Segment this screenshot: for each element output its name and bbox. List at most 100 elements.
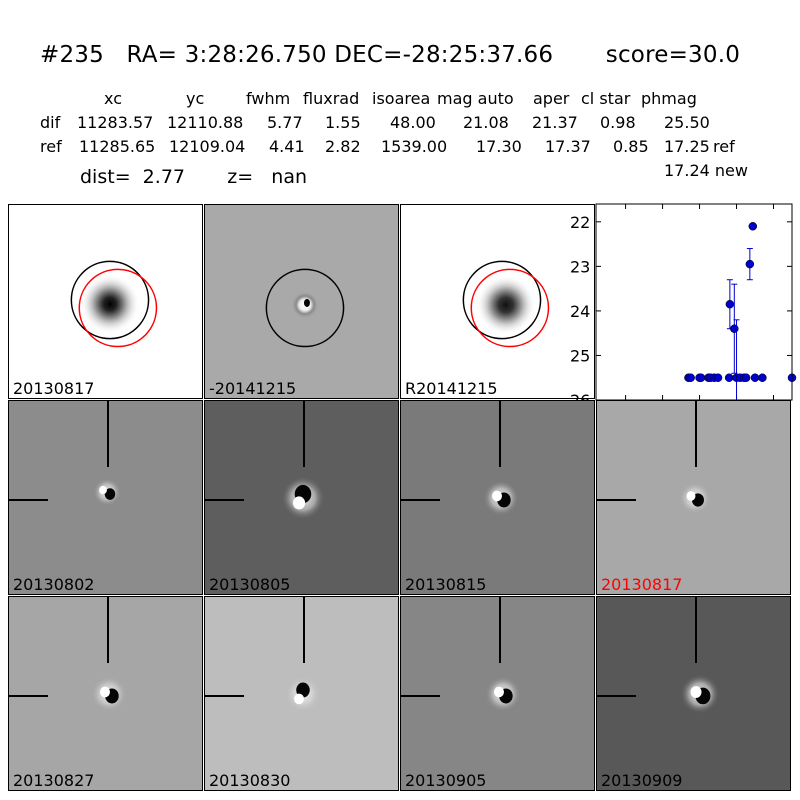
stamp-image (285, 676, 321, 712)
source-positive-lobe (492, 490, 502, 502)
y-tick-label: 25 (570, 346, 590, 365)
lightcurve-point (750, 373, 760, 382)
panel-label: 20130817 (13, 379, 95, 398)
lightcurve-point (745, 259, 755, 269)
epoch-stamp: 20130802 (8, 400, 203, 595)
crosshair-horizontal (401, 499, 440, 501)
stamp-image (485, 676, 521, 712)
stamp-date-label: 20130802 (13, 575, 95, 594)
ref-isoarea: 1539.00 (381, 137, 448, 156)
stamp-date-label: 20130905 (405, 771, 487, 790)
col-header-isoarea: isoarea (372, 89, 431, 108)
ref-mag-auto: 17.30 (476, 137, 522, 156)
stamp-image (281, 476, 325, 520)
col-header-mag-auto: mag auto (437, 89, 514, 108)
lightcurve-point (724, 373, 734, 382)
y-tick-label: 22 (570, 213, 590, 232)
light-curve-frame (595, 203, 793, 401)
epoch-stamp: 20130815 (400, 400, 595, 595)
dif-fluxrad: 1.55 (325, 113, 361, 132)
light-curve-chart: 2223242526−100−50050100 (570, 203, 797, 437)
source-positive-lobe (686, 491, 696, 501)
stamp-date-label: 20130830 (209, 771, 291, 790)
stamp-date-label: 20130815 (405, 575, 487, 594)
col-header-fluxrad: fluxrad (303, 89, 360, 108)
row-label-dif: dif (40, 113, 61, 132)
epoch-stamp: 20130830 (204, 596, 399, 791)
source-positive-lobe (294, 693, 305, 705)
panel-label: R20141215 (405, 379, 498, 398)
stamp-date-label: 20130805 (209, 575, 291, 594)
red-aperture-circle (78, 268, 158, 348)
candidate-title: #235 RA= 3:28:26.750 DEC=-28:25:37.66 sc… (40, 42, 741, 68)
crosshair-vertical (499, 597, 501, 663)
crosshair-horizontal (205, 499, 244, 501)
new-phmag: 17.24 new (664, 161, 748, 180)
panel-reference-image: R20141215 (400, 204, 595, 399)
panel-label: -20141215 (209, 379, 297, 398)
dif-xc: 11283.57 (77, 113, 154, 132)
col-header-cl-star: cl star (581, 89, 631, 108)
crosshair-vertical (695, 597, 697, 663)
diff-source-core (303, 299, 310, 307)
epoch-stamp: 20130827 (8, 596, 203, 791)
source-positive-lobe (292, 496, 306, 510)
ref-aper: 17.37 (545, 137, 591, 156)
crosshair-horizontal (597, 499, 636, 501)
source-positive-lobe (100, 686, 110, 698)
crosshair-vertical (695, 401, 697, 467)
lightcurve-point (730, 324, 739, 333)
source-positive-lobe (493, 686, 504, 698)
source-blob (476, 275, 536, 335)
crosshair-vertical (499, 401, 501, 467)
panel-current-image: 20130817 (8, 204, 203, 399)
stamp-image (680, 674, 720, 714)
lightcurve-point (741, 373, 751, 382)
red-aperture-circle (470, 268, 550, 348)
lightcurve-point (748, 222, 758, 231)
dist-redshift-line: dist= 2.77 z= nan (80, 166, 308, 188)
dif-mag-auto: 21.08 (463, 113, 509, 132)
stamp-image (91, 676, 127, 712)
dif-phmag: 25.50 (664, 113, 710, 132)
lightcurve-point (713, 373, 723, 382)
col-header-yc: yc (186, 89, 205, 108)
epoch-stamp: 20130905 (400, 596, 595, 791)
crosshair-horizontal (205, 695, 244, 697)
crosshair-horizontal (9, 499, 48, 501)
ref-yc: 12109.04 (169, 137, 246, 156)
source-positive-lobe (690, 686, 702, 698)
dif-isoarea: 48.00 (390, 113, 436, 132)
dif-aper: 21.37 (532, 113, 578, 132)
stamp-image (93, 478, 121, 506)
stamp-image (483, 480, 519, 516)
epoch-stamp: 20130817 (596, 400, 791, 595)
y-tick-label: 23 (570, 257, 590, 276)
stamp-date-label: 20130827 (13, 771, 95, 790)
dif-fwhm: 5.77 (267, 113, 303, 132)
crosshair-horizontal (597, 695, 636, 697)
epoch-stamp: 20130909 (596, 596, 791, 791)
lightcurve-point (758, 373, 767, 382)
ref-fluxrad: 2.82 (325, 137, 361, 156)
dif-yc: 12110.88 (167, 113, 244, 132)
dif-cl-star: 0.98 (600, 113, 636, 132)
stamp-image (679, 482, 711, 514)
black-aperture-circle (70, 260, 150, 340)
source-blob (80, 274, 140, 334)
lightcurve-point (686, 373, 695, 382)
black-aperture-circle (265, 268, 345, 348)
ref-cl-star: 0.85 (613, 137, 649, 156)
row-label-ref: ref (40, 137, 62, 156)
crosshair-horizontal (401, 695, 440, 697)
difference-image-stamp (265, 268, 345, 348)
crosshair-horizontal (9, 695, 48, 697)
epoch-stamp: 20130805 (204, 400, 399, 595)
current-image-stamp (70, 260, 158, 348)
ref-phmag: 17.25 (664, 137, 710, 156)
stamp-date-label: 20130817 (601, 575, 683, 594)
crosshair-vertical (303, 401, 305, 467)
col-header-xc: xc (104, 89, 122, 108)
crosshair-vertical (107, 401, 109, 467)
y-tick-label: 24 (570, 302, 590, 321)
